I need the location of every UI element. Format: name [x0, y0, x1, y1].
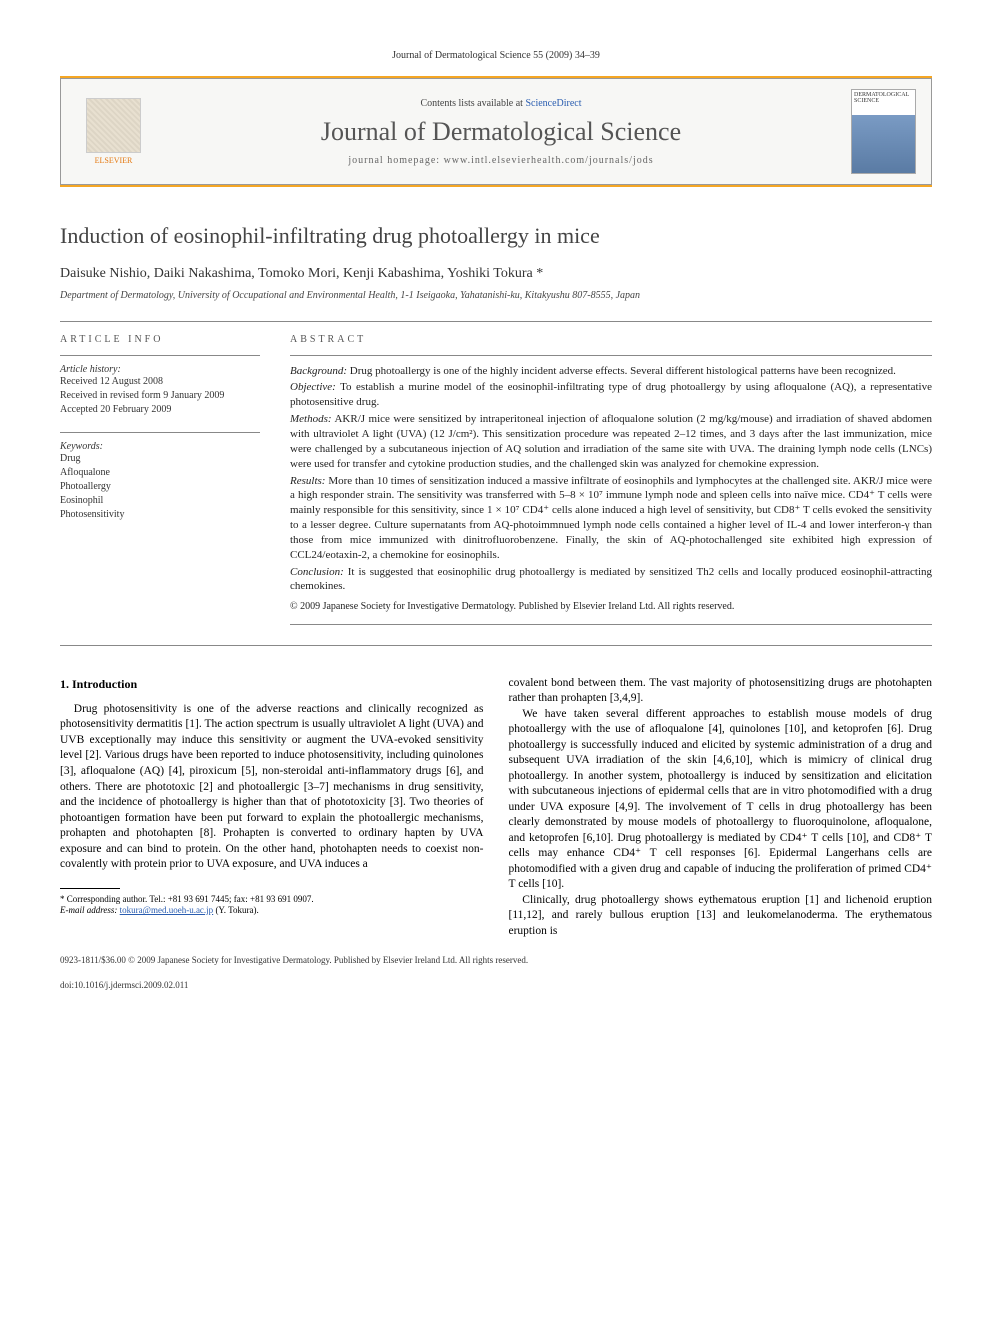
section-number: 1. [60, 677, 69, 691]
homepage-line: journal homepage: www.intl.elsevierhealt… [166, 155, 836, 166]
article-info-heading: ARTICLE INFO [60, 334, 260, 345]
background-label: Background: [290, 365, 347, 377]
abstract-copyright: © 2009 Japanese Society for Investigativ… [290, 600, 932, 614]
footnote-separator [60, 888, 120, 889]
homepage-url: www.intl.elsevierhealth.com/journals/jod… [444, 155, 654, 166]
cover-label: DERMATOLOGICAL SCIENCE [854, 92, 909, 104]
corr-email-link[interactable]: tokura@med.uoeh-u.ac.jp [120, 905, 214, 915]
methods-text: AKR/J mice were sensitized by intraperit… [290, 413, 932, 470]
keyword-2: Photoallergy [60, 480, 260, 494]
abstract-text: Background: Drug photoallergy is one of … [290, 364, 932, 614]
publisher-name: ELSEVIER [95, 156, 133, 165]
left-column: 1. Introduction Drug photosensitivity is… [60, 676, 484, 940]
contents-prefix: Contents lists available at [420, 98, 525, 109]
page-container: Journal of Dermatological Science 55 (20… [0, 0, 992, 1040]
elsevier-tree-icon [86, 98, 141, 153]
keyword-3: Eosinophil [60, 494, 260, 508]
abstract-conclusion: Conclusion: It is suggested that eosinop… [290, 565, 932, 595]
info-abstract-row: ARTICLE INFO Article history: Received 1… [60, 334, 932, 625]
received-date: Received 12 August 2008 [60, 375, 260, 389]
methods-label: Methods: [290, 413, 332, 425]
masthead-center: Contents lists available at ScienceDirec… [166, 98, 836, 166]
abstract-methods: Methods: AKR/J mice were sensitized by i… [290, 412, 932, 471]
conclusion-label: Conclusion: [290, 566, 344, 578]
keyword-0: Drug [60, 452, 260, 466]
history-block: Article history: Received 12 August 2008… [60, 364, 260, 417]
elsevier-logo: ELSEVIER [76, 89, 151, 174]
keywords-label: Keywords: [60, 441, 260, 452]
contents-line: Contents lists available at ScienceDirec… [166, 98, 836, 109]
corr-label: * Corresponding author. [60, 894, 147, 904]
keyword-4: Photosensitivity [60, 508, 260, 522]
footer-copyright: 0923-1811/$36.00 © 2009 Japanese Society… [60, 955, 932, 965]
corresponding-marker: * [536, 266, 543, 281]
body-paragraph-2: covalent bond between them. The vast maj… [509, 676, 933, 707]
info-divider-2 [60, 432, 260, 433]
abstract-bottom-divider [290, 624, 932, 625]
title-block: Induction of eosinophil-infiltrating dru… [60, 222, 932, 301]
homepage-prefix: journal homepage: [348, 155, 443, 166]
email-label: E-mail address: [60, 905, 117, 915]
keywords-block: Keywords: Drug Afloqualone Photoallergy … [60, 441, 260, 522]
right-column: covalent bond between them. The vast maj… [509, 676, 933, 940]
article-info-column: ARTICLE INFO Article history: Received 1… [60, 334, 260, 625]
results-text: More than 10 times of sensitization indu… [290, 475, 932, 561]
sciencedirect-link[interactable]: ScienceDirect [525, 98, 581, 109]
journal-cover-thumbnail: DERMATOLOGICAL SCIENCE [851, 89, 916, 174]
results-label: Results: [290, 475, 325, 487]
footer-doi: doi:10.1016/j.jdermsci.2009.02.011 [60, 980, 932, 990]
orange-divider-bottom [60, 185, 932, 187]
revised-date: Received in revised form 9 January 2009 [60, 389, 260, 403]
background-text: Drug photoallergy is one of the highly i… [350, 365, 896, 377]
abstract-background: Background: Drug photoallergy is one of … [290, 364, 932, 379]
author-list: Daisuke Nishio, Daiki Nakashima, Tomoko … [60, 266, 932, 282]
abstract-results: Results: More than 10 times of sensitiza… [290, 474, 932, 563]
abstract-objective: Objective: To establish a murine model o… [290, 380, 932, 410]
journal-masthead: ELSEVIER Contents lists available at Sci… [60, 78, 932, 185]
abstract-heading: ABSTRACT [290, 334, 932, 345]
body-columns: 1. Introduction Drug photosensitivity is… [60, 676, 932, 940]
article-title: Induction of eosinophil-infiltrating dru… [60, 222, 932, 251]
history-label: Article history: [60, 364, 260, 375]
running-header: Journal of Dermatological Science 55 (20… [60, 50, 932, 61]
objective-text: To establish a murine model of the eosin… [290, 381, 932, 408]
conclusion-text: It is suggested that eosinophilic drug p… [290, 566, 932, 593]
body-paragraph-1: Drug photosensitivity is one of the adve… [60, 702, 484, 873]
abstract-divider [290, 355, 932, 356]
body-top-divider [60, 645, 932, 646]
corr-tel: Tel.: +81 93 691 7445; fax: +81 93 691 0… [149, 894, 313, 904]
accepted-date: Accepted 20 February 2009 [60, 403, 260, 417]
info-divider [60, 355, 260, 356]
section-title: Introduction [72, 677, 137, 691]
journal-name: Journal of Dermatological Science [166, 117, 836, 147]
keyword-1: Afloqualone [60, 466, 260, 480]
body-paragraph-4: Clinically, drug photoallergy shows eyth… [509, 893, 933, 940]
corr-name: (Y. Tokura). [215, 905, 258, 915]
objective-label: Objective: [290, 381, 336, 393]
affiliation: Department of Dermatology, University of… [60, 290, 932, 301]
authors-text: Daisuke Nishio, Daiki Nakashima, Tomoko … [60, 266, 533, 281]
section-heading: 1. Introduction [60, 676, 484, 692]
corresponding-footnote: * Corresponding author. Tel.: +81 93 691… [60, 894, 484, 917]
abstract-column: ABSTRACT Background: Drug photoallergy i… [290, 334, 932, 625]
divider [60, 321, 932, 322]
body-paragraph-3: We have taken several different approach… [509, 707, 933, 893]
